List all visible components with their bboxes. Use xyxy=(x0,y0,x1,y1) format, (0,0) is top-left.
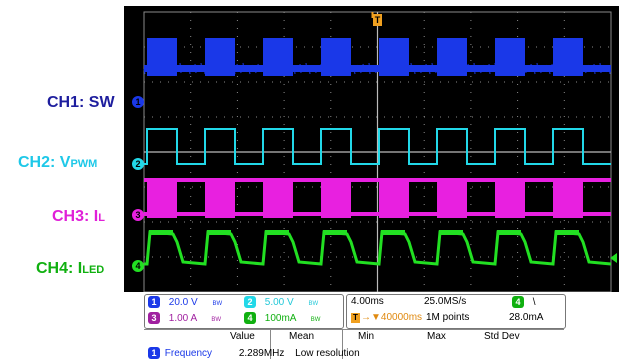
time-per-div: 4.00ms xyxy=(351,296,384,307)
ch1-burst xyxy=(147,38,177,76)
sample-rate: 25.0MS/s xyxy=(424,296,467,307)
ch1-baseline-band xyxy=(144,65,611,72)
waveforms xyxy=(143,12,612,266)
trigger-level-marker[interactable] xyxy=(610,253,617,263)
ch2-badge: 2 xyxy=(244,296,256,308)
ch1-noise xyxy=(143,62,611,75)
trigger-setting: 4 \ xyxy=(512,296,536,308)
ch3-badge: 3 xyxy=(148,312,160,324)
trigger-position-marker[interactable]: T xyxy=(373,14,382,26)
meas-header-stddev: Std Dev xyxy=(484,331,520,342)
ch2-ground-marker[interactable]: 2 xyxy=(132,158,144,170)
ch1-label: CH1: SW xyxy=(47,94,115,111)
trigger-ch-badge: 4 xyxy=(512,296,524,308)
ch1-setting: 1 20.0 V BW xyxy=(148,296,222,308)
ch4-led-trace xyxy=(144,230,612,266)
trigger-position-icon: T xyxy=(351,313,360,323)
ch3-bottom-line xyxy=(144,212,611,216)
meas-header-min: Min xyxy=(358,331,375,342)
ch3-label: CH3: IL xyxy=(52,208,105,225)
trigger-position: T →▼40000ms xyxy=(351,312,422,323)
ch2-pwm-trace xyxy=(144,128,611,165)
ch4-burst-ripple xyxy=(555,230,579,235)
ch3-setting: 3 1.00 A BW xyxy=(148,312,221,324)
trigger-level: 28.0mA xyxy=(509,312,544,323)
ch4-ground-marker[interactable]: 4 xyxy=(132,260,144,272)
ch1-burst xyxy=(379,38,409,76)
record-length: 1M points xyxy=(426,312,470,323)
ch2-setting: 2 5.00 V BW xyxy=(244,296,318,308)
ch4-burst-ripple xyxy=(323,230,347,235)
ch1-burst xyxy=(205,38,235,76)
horizontal-settings-box[interactable] xyxy=(346,294,566,329)
ch4-burst-ripple xyxy=(381,230,405,235)
ch1-burst xyxy=(321,38,351,76)
meas-header-max: Max xyxy=(427,331,446,342)
ch1-ground-marker[interactable]: 1 xyxy=(132,96,144,108)
ch4-burst-ripple xyxy=(207,230,231,235)
ch4-burst-ripple xyxy=(439,230,463,235)
meas-header-value: Value xyxy=(230,331,255,342)
oscilloscope-screen: T 1 2 3 4 1 20.0 V BW 2 5.00 V BW 3 1.00… xyxy=(124,6,619,359)
ch4-badge: 4 xyxy=(244,312,256,324)
ch4-burst-ripple xyxy=(149,230,173,235)
ch4-burst-ripple xyxy=(497,230,521,235)
trigger-slope-icon: \ xyxy=(532,297,536,308)
ch2-label: CH2: VPWM xyxy=(18,154,98,171)
meas-header-mean: Mean xyxy=(289,331,315,342)
ch4-label: CH4: ILED xyxy=(36,260,105,277)
ch1-burst xyxy=(495,38,525,76)
ch4-setting: 4 100mA BW xyxy=(244,312,320,324)
measurement-table xyxy=(144,329,564,360)
ch3-top-line xyxy=(144,178,611,182)
meas-ch-badge: 1 xyxy=(148,347,160,359)
ch1-badge: 1 xyxy=(148,296,160,308)
ch3-ground-marker[interactable]: 3 xyxy=(132,209,144,221)
meas-divider-1 xyxy=(270,329,271,359)
meas-divider-2 xyxy=(342,329,343,359)
meas-row[interactable]: 1 Frequency 2.289MHz Low resolution xyxy=(148,347,360,359)
ch4-burst-ripple xyxy=(265,230,289,235)
